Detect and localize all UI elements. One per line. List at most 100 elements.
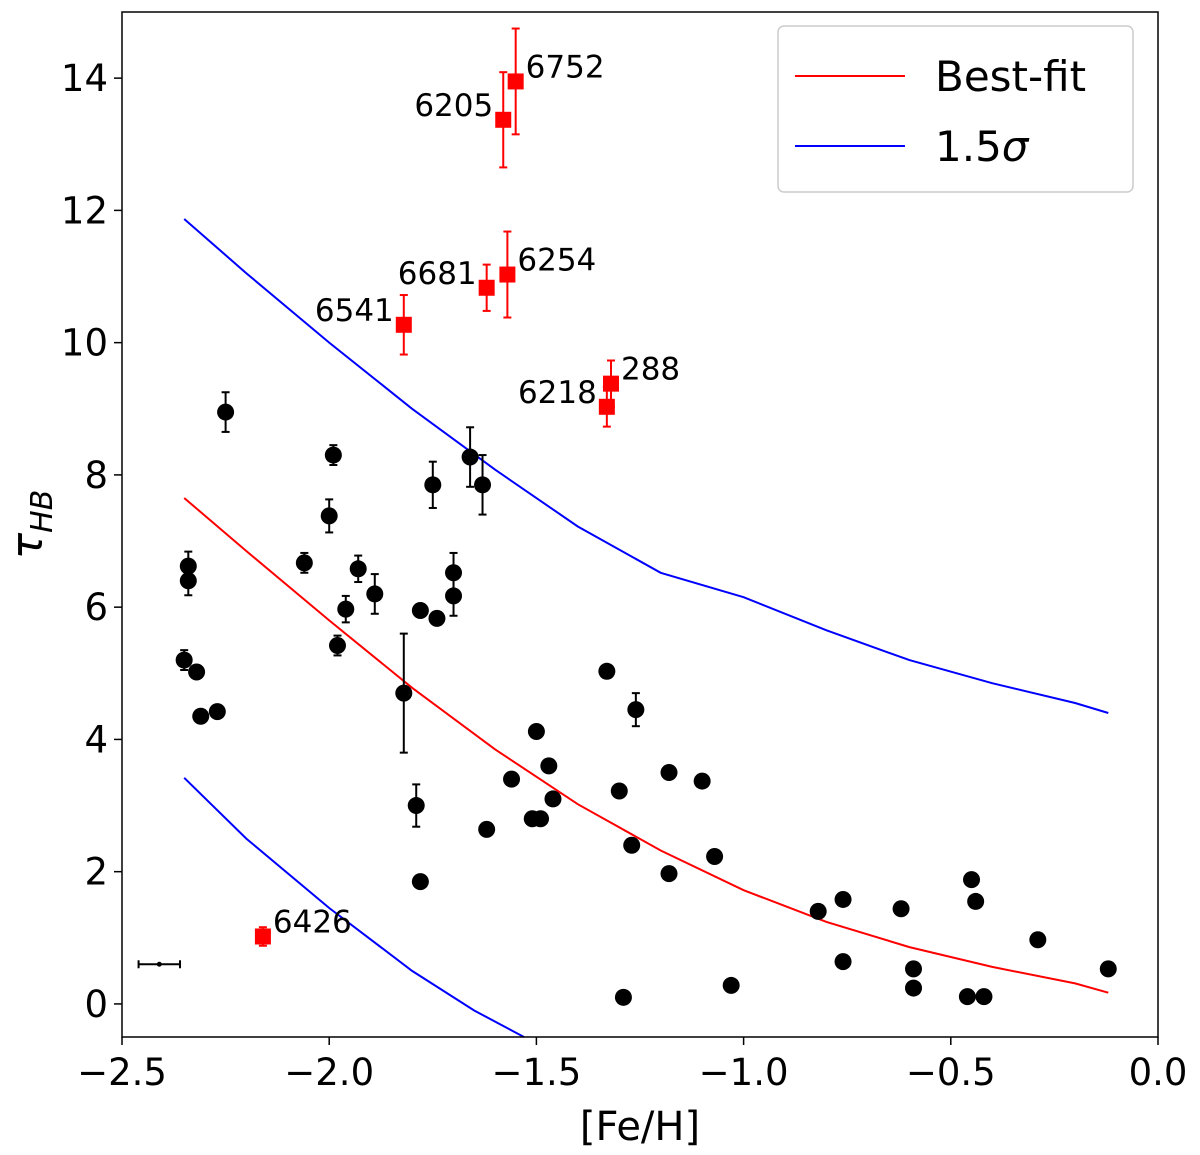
legend-label-sigma-symbol: σ — [1002, 122, 1030, 171]
cluster-point — [395, 684, 413, 702]
plot-frame — [121, 11, 1159, 1038]
cluster-point — [598, 662, 616, 680]
cluster-point — [540, 757, 558, 775]
cluster-point — [614, 988, 632, 1006]
y-tick-label: 2 — [84, 851, 108, 894]
legend-box — [777, 25, 1134, 193]
y-axis-label-subscript: HB — [25, 490, 60, 533]
outlier-point — [495, 111, 512, 128]
point-label-6218: 6218 — [518, 375, 597, 411]
cluster-point — [527, 722, 545, 740]
cluster-point — [188, 663, 206, 681]
legend-label-best-fit: Best-fit — [935, 52, 1086, 101]
cluster-point — [834, 890, 852, 908]
cluster-point — [179, 572, 197, 590]
cluster-point — [809, 902, 827, 920]
y-axis-label-main: τ — [2, 532, 53, 559]
cluster-point — [834, 953, 852, 971]
cluster-point — [175, 651, 193, 669]
curve-1-5-upper — [183, 218, 1109, 714]
cluster-point — [411, 601, 429, 619]
legend: Best-fit 1.5σ — [777, 25, 1134, 193]
y-tick-label: 4 — [84, 718, 108, 761]
y-tick-label: 0 — [84, 983, 108, 1026]
cluster-point — [905, 960, 923, 978]
y-axis-label: τHB — [2, 490, 60, 560]
legend-label-sigma-value: 1.5 — [935, 122, 1002, 171]
cluster-point — [975, 988, 993, 1006]
cluster-point — [320, 507, 338, 525]
cluster-point — [428, 609, 446, 627]
x-axis-label: [Fe/H] — [580, 1104, 700, 1150]
point-label-6752: 6752 — [526, 49, 605, 85]
cluster-point — [366, 585, 384, 603]
cluster-point — [660, 865, 678, 883]
cluster-point — [407, 797, 425, 815]
x-tick-label: −2.0 — [284, 1051, 374, 1094]
cluster-point — [722, 976, 740, 994]
cluster-point — [963, 871, 981, 889]
cluster-point — [503, 770, 521, 788]
cluster-point — [295, 554, 313, 572]
outlier-point — [395, 316, 412, 333]
point-label-6541: 6541 — [315, 293, 394, 329]
y-tick-label: 12 — [61, 189, 108, 232]
y-tick-label: 6 — [84, 586, 108, 629]
cluster-point — [660, 763, 678, 781]
x-tick-label: −0.5 — [906, 1051, 996, 1094]
cluster-point — [424, 476, 442, 494]
cluster-point — [411, 873, 429, 891]
x-tick-label: −1.5 — [491, 1051, 581, 1094]
outlier-point — [499, 266, 516, 283]
y-tick-label: 14 — [61, 57, 108, 100]
typical-error-point — [156, 961, 162, 967]
legend-label-sigma: 1.5σ — [935, 122, 1030, 171]
cluster-point — [474, 476, 492, 494]
point-label-6254: 6254 — [517, 243, 596, 279]
cluster-point — [610, 782, 628, 800]
cluster-point — [627, 701, 645, 719]
cluster-point — [328, 637, 346, 655]
outlier-point — [602, 375, 619, 392]
cluster-point — [324, 446, 342, 464]
cluster-point — [461, 448, 479, 466]
cluster-point — [1099, 960, 1117, 978]
x-tick-label: 0.0 — [1129, 1051, 1188, 1094]
cluster-point — [544, 790, 562, 808]
cluster-point — [445, 587, 463, 605]
curve-best-fit — [183, 497, 1109, 994]
cluster-point — [905, 979, 923, 997]
curve-1-5-lower — [183, 777, 525, 1038]
outlier-point — [254, 928, 271, 945]
x-tick-label: −1.0 — [699, 1051, 789, 1094]
cluster-point — [349, 560, 367, 578]
cluster-point — [967, 892, 985, 910]
cluster-point — [192, 707, 210, 725]
cluster-point — [958, 988, 976, 1006]
outlier-point — [507, 73, 524, 90]
cluster-point — [478, 820, 496, 838]
cluster-point — [623, 836, 641, 854]
cluster-point — [532, 810, 550, 828]
cluster-point — [706, 847, 724, 865]
outlier-point — [478, 279, 495, 296]
point-label-6681: 6681 — [398, 256, 477, 292]
y-tick-label: 8 — [84, 454, 108, 497]
cluster-point — [445, 564, 463, 582]
cluster-point — [892, 900, 910, 918]
cluster-point — [208, 703, 226, 721]
outlier-point — [598, 398, 615, 415]
y-tick-label: 10 — [61, 322, 108, 365]
point-label-6205: 6205 — [414, 88, 493, 124]
point-label-288: 288 — [621, 352, 680, 388]
cluster-point — [693, 772, 711, 790]
data-points — [137, 27, 1117, 1006]
axis-ticks: −2.5 −2.0 −1.5 −1.0 −0.5 0.0 0 2 4 6 8 10 12 14 — [61, 57, 1188, 1094]
cluster-point — [217, 403, 235, 421]
x-tick-label: −2.5 — [77, 1051, 167, 1094]
cluster-point — [1029, 931, 1047, 949]
cluster-point — [337, 600, 355, 618]
point-label-6426: 6426 — [273, 904, 352, 940]
